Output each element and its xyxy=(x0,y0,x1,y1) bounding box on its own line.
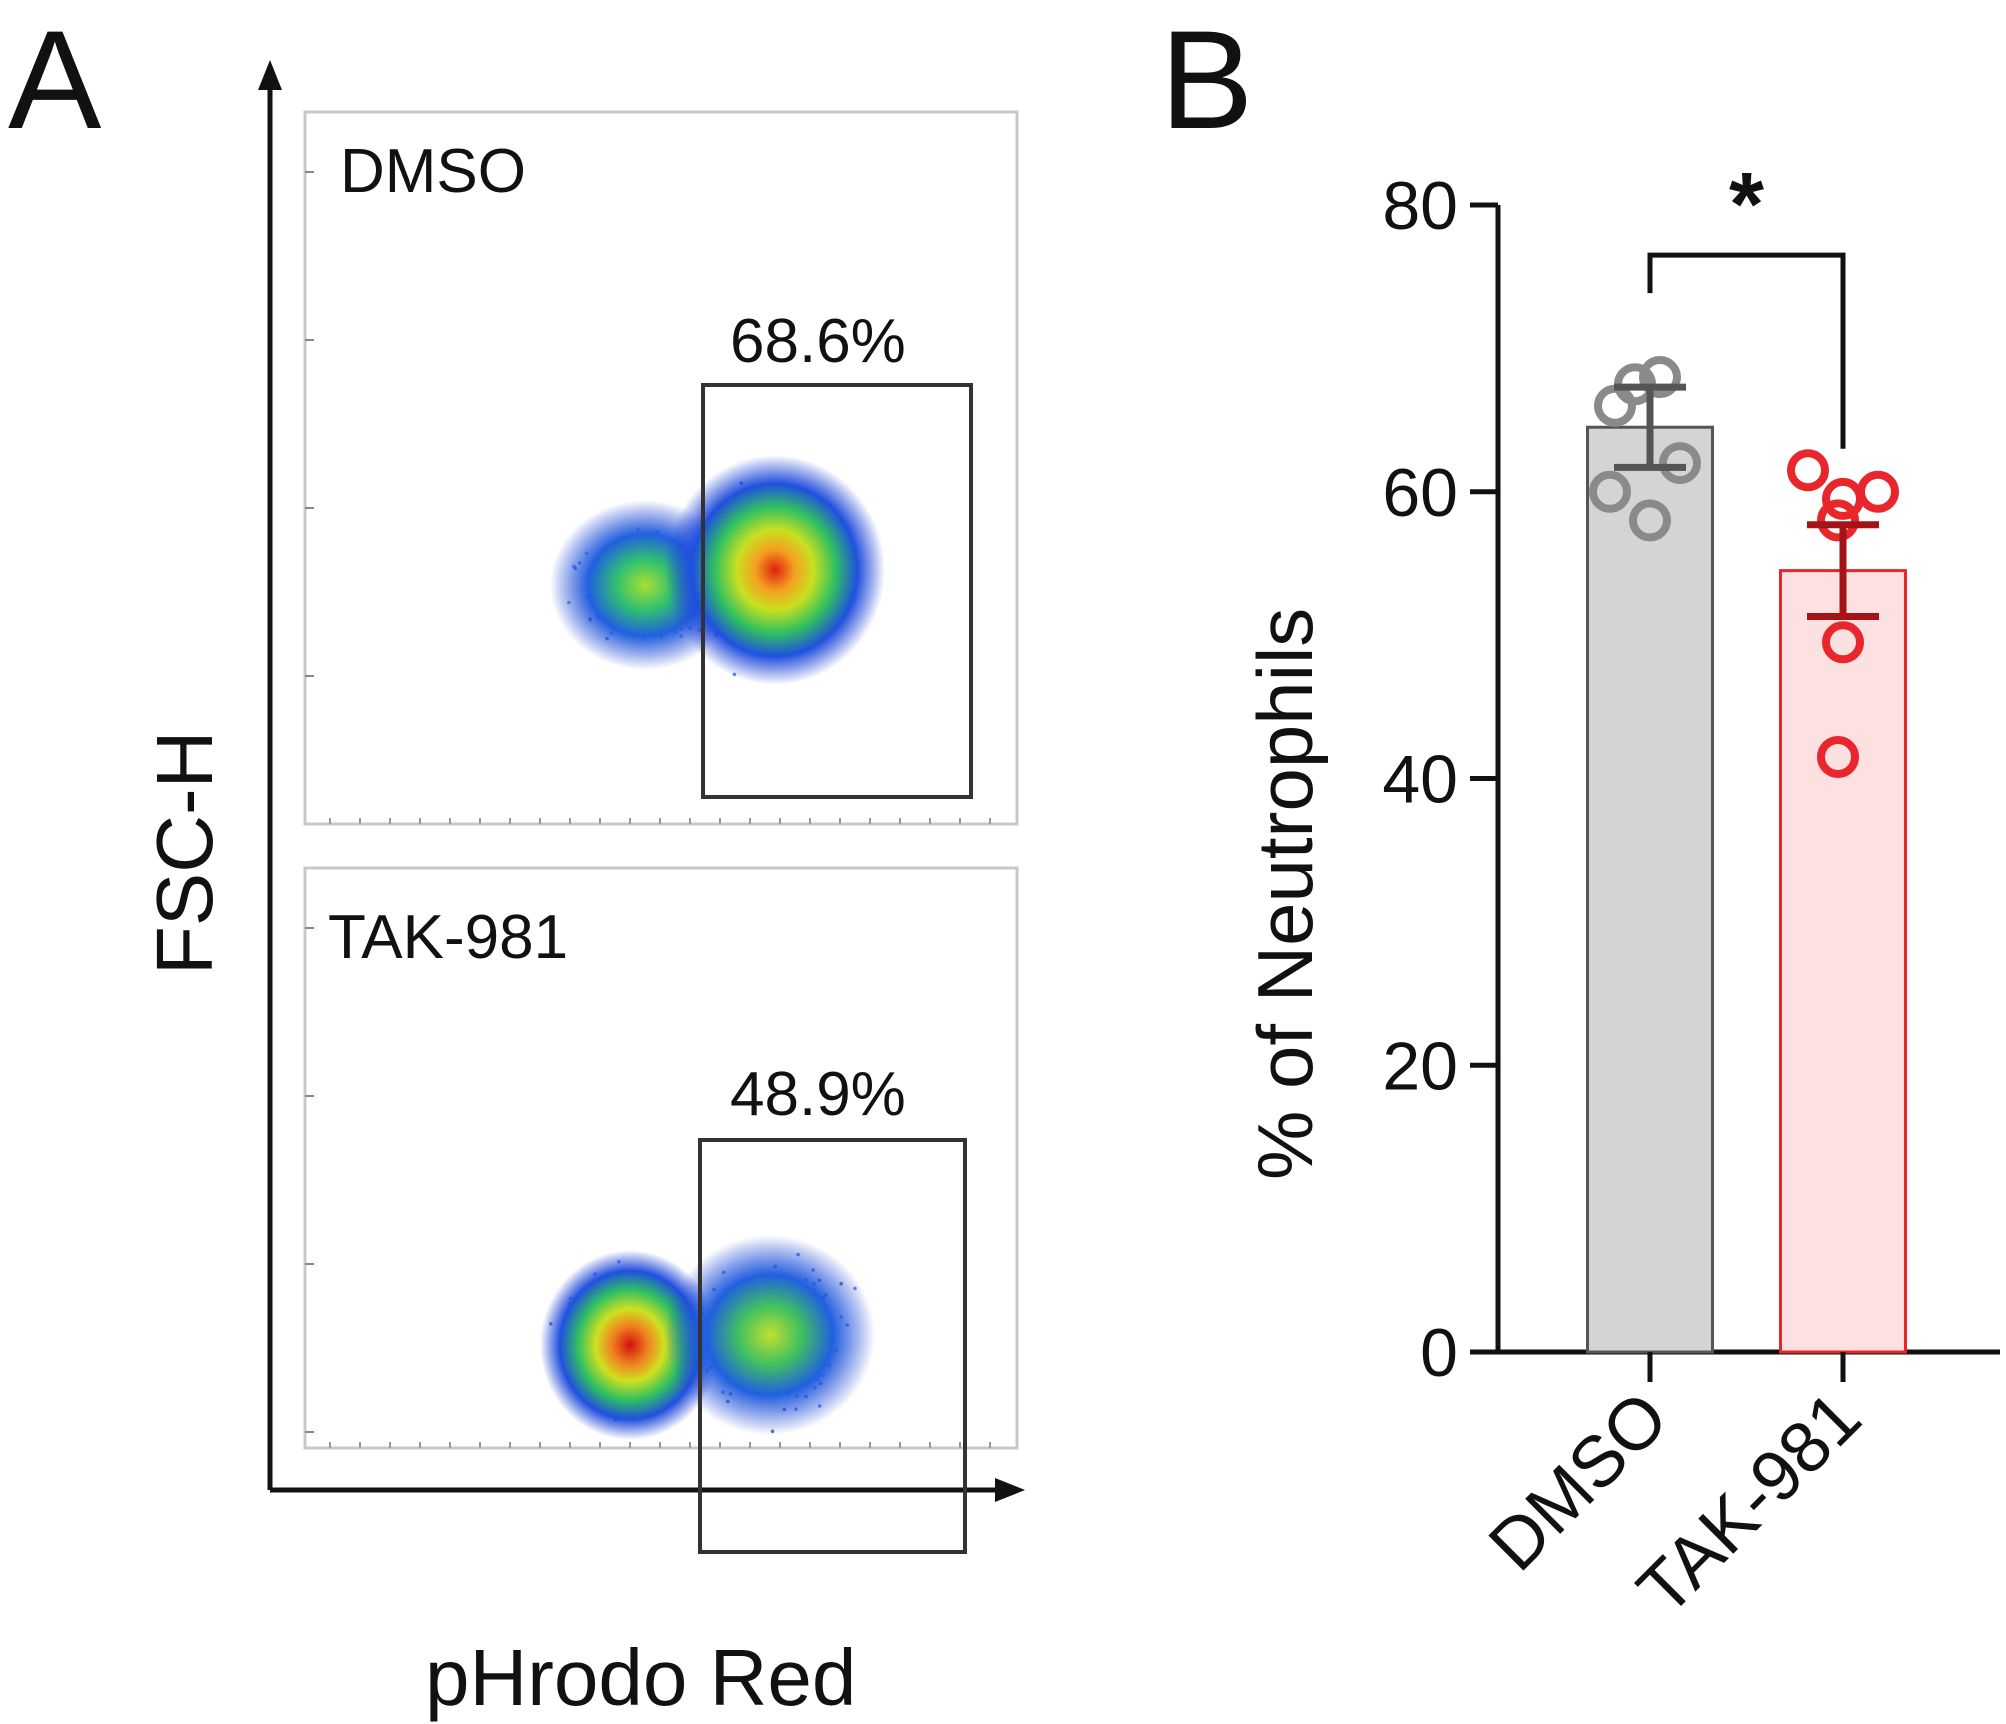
density-cluster-low xyxy=(665,1235,875,1435)
data-point xyxy=(1822,621,1864,664)
y-tick-label: 80 xyxy=(1382,168,1458,244)
data-point xyxy=(1594,384,1636,427)
flow-plot-ticks xyxy=(305,927,991,1448)
gate-box xyxy=(698,1138,967,1554)
bracket-line xyxy=(1647,252,1846,449)
data-point xyxy=(1787,449,1829,492)
gate-percent-label: 68.6% xyxy=(730,307,906,376)
panel-a-x-arrowhead xyxy=(995,1478,1025,1502)
flow-plot-dmso: DMSO 68.6% xyxy=(303,110,1019,826)
data-point xyxy=(1857,470,1899,513)
gate-percent-label: 48.9% xyxy=(730,1060,906,1129)
data-point xyxy=(1639,356,1681,399)
flow-plot-label: DMSO xyxy=(340,137,526,206)
y-tick-label: 0 xyxy=(1420,1315,1458,1391)
data-point xyxy=(1817,499,1859,542)
data-point xyxy=(1822,477,1864,520)
panel-a-y-arrowhead xyxy=(258,60,282,90)
data-point xyxy=(1817,735,1859,778)
panel-a-xlabel: pHrodo Red xyxy=(425,1633,856,1722)
flow-plot-tak981: TAK-981 48.9% xyxy=(303,866,1019,1554)
panel-b-letter: B xyxy=(1160,1,1253,158)
significance-bracket: * xyxy=(1647,155,1846,449)
bar-tak-981 xyxy=(1779,569,1907,1354)
y-tick-label: 60 xyxy=(1382,455,1458,531)
panel-a-ylabel: FSC-H xyxy=(140,731,229,975)
data-point xyxy=(1589,470,1631,513)
bar-y-ticks: 0 20 40 60 80 xyxy=(1382,168,1498,1391)
significance-star: * xyxy=(1729,155,1764,255)
density-cluster-high xyxy=(665,455,885,685)
data-point xyxy=(1629,499,1671,542)
panel-a-letter: A xyxy=(8,1,102,158)
flow-plot-label: TAK-981 xyxy=(328,903,568,972)
flow-plot-frame xyxy=(303,110,1019,826)
y-tick-label: 20 xyxy=(1382,1028,1458,1104)
y-tick-label: 40 xyxy=(1382,742,1458,818)
gate-box xyxy=(701,383,973,799)
flow-plot-ticks xyxy=(305,171,991,824)
data-point xyxy=(1659,442,1701,485)
bar-dmso xyxy=(1586,425,1714,1354)
bar-ylabel: % of Neutrophils xyxy=(1241,608,1329,1180)
